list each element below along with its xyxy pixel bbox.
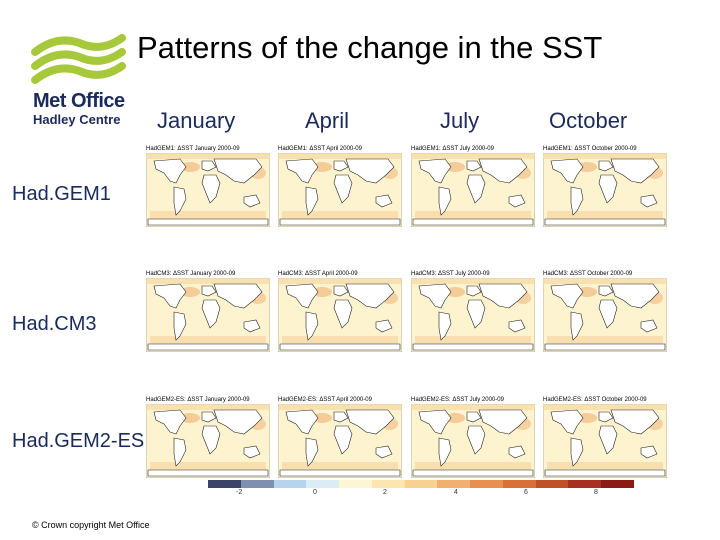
colorbar-segment bbox=[568, 480, 602, 488]
panel-title: HadGEM1: ΔSST April 2000-09 bbox=[278, 146, 362, 152]
month-header-july: July bbox=[440, 108, 480, 133]
colorbar-segment bbox=[306, 480, 340, 488]
colorbar-tick-label: 2 bbox=[383, 489, 387, 496]
month-header-october: October bbox=[549, 108, 628, 133]
logo-text-met-office: Met Office bbox=[33, 90, 125, 112]
sst-map-image bbox=[146, 404, 270, 478]
panel-title: HadCM3: ΔSST July 2000-09 bbox=[411, 271, 490, 277]
colorbar-tick-label: 0 bbox=[313, 489, 317, 496]
colorbar-tick-label: 6 bbox=[524, 489, 528, 496]
colorbar-segment bbox=[371, 480, 405, 488]
page-title: Patterns of the change in the SST bbox=[137, 30, 603, 65]
colorbar-segment bbox=[273, 480, 307, 488]
panel-title: HadGEM1: ΔSST October 2000-09 bbox=[543, 146, 637, 152]
month-header-april: April bbox=[305, 108, 350, 133]
sst-map-image bbox=[543, 278, 667, 352]
logo-waves-icon bbox=[31, 34, 126, 84]
colorbar-segment bbox=[535, 480, 569, 488]
sst-map-panel: HadGEM1: ΔSST April 2000-09 bbox=[278, 145, 402, 227]
panel-title: HadCM3: ΔSST October 2000-09 bbox=[543, 271, 633, 277]
sst-map-panel: HadGEM2-ES: ΔSST July 2000-09 bbox=[411, 396, 535, 478]
panel-title: HadGEM2-ES: ΔSST July 2000-09 bbox=[411, 397, 504, 403]
panel-title: HadGEM2-ES: ΔSST October 2000-09 bbox=[543, 397, 647, 403]
colorbar-segment bbox=[339, 480, 372, 488]
sst-map-image bbox=[543, 404, 667, 478]
sst-map-image bbox=[146, 153, 270, 227]
logo-text-hadley-centre: Hadley Centre bbox=[33, 112, 121, 127]
panel-title: HadGEM2-ES: ΔSST April 2000-09 bbox=[278, 397, 372, 403]
sst-map-image bbox=[278, 278, 402, 352]
colorbar-segment bbox=[437, 480, 471, 488]
sst-map-panel: HadGEM2-ES: ΔSST October 2000-09 bbox=[543, 396, 667, 478]
colorbar-tick-label: -2 bbox=[236, 489, 243, 496]
colorbar-segment bbox=[601, 480, 634, 488]
row-label-hadgem2-es: Had.GEM2-ES bbox=[12, 430, 145, 452]
colorbar-tick-label: 8 bbox=[594, 489, 598, 496]
sst-map-panel: HadGEM1: ΔSST October 2000-09 bbox=[543, 145, 667, 227]
sst-map-image bbox=[411, 278, 535, 352]
sst-map-panel: HadCM3: ΔSST October 2000-09 bbox=[543, 270, 667, 352]
panel-title: HadGEM1: ΔSST January 2000-09 bbox=[146, 146, 240, 152]
sst-map-image bbox=[278, 153, 402, 227]
colorbar-segment bbox=[404, 480, 438, 488]
sst-map-panel: HadCM3: ΔSST April 2000-09 bbox=[278, 270, 402, 352]
met-office-logo bbox=[30, 30, 130, 130]
colorbar-segment bbox=[240, 480, 274, 488]
sst-map-image bbox=[278, 404, 402, 478]
sst-map-panel: HadGEM1: ΔSST July 2000-09 bbox=[411, 145, 535, 227]
sst-map-panel: HadGEM2-ES: ΔSST April 2000-09 bbox=[278, 396, 402, 478]
colorbar-segment bbox=[470, 480, 503, 488]
sst-map-image bbox=[411, 404, 535, 478]
panel-title: HadGEM1: ΔSST July 2000-09 bbox=[411, 146, 494, 152]
sst-map-panel: HadCM3: ΔSST July 2000-09 bbox=[411, 270, 535, 352]
sst-map-image bbox=[146, 278, 270, 352]
colorbar-segment bbox=[502, 480, 536, 488]
colorbar-segment bbox=[208, 480, 241, 488]
row-label-hadgem1: Had.GEM1 bbox=[12, 183, 111, 205]
month-header-january: January bbox=[157, 108, 236, 133]
sst-map-image bbox=[411, 153, 535, 227]
sst-map-panel: HadGEM2-ES: ΔSST January 2000-09 bbox=[146, 396, 270, 478]
sst-map-panel: HadCM3: ΔSST January 2000-09 bbox=[146, 270, 270, 352]
colorbar-tick-label: 4 bbox=[454, 489, 458, 496]
panel-title: HadCM3: ΔSST April 2000-09 bbox=[278, 271, 358, 277]
panel-title: HadGEM2-ES: ΔSST January 2000-09 bbox=[146, 397, 250, 403]
sst-map-panel: HadGEM1: ΔSST January 2000-09 bbox=[146, 145, 270, 227]
copyright-footer: © Crown copyright Met Office bbox=[32, 520, 150, 530]
sst-map-image bbox=[543, 153, 667, 227]
row-label-hadcm3: Had.CM3 bbox=[12, 313, 97, 335]
panel-title: HadCM3: ΔSST January 2000-09 bbox=[146, 271, 236, 277]
colorbar bbox=[208, 480, 634, 488]
